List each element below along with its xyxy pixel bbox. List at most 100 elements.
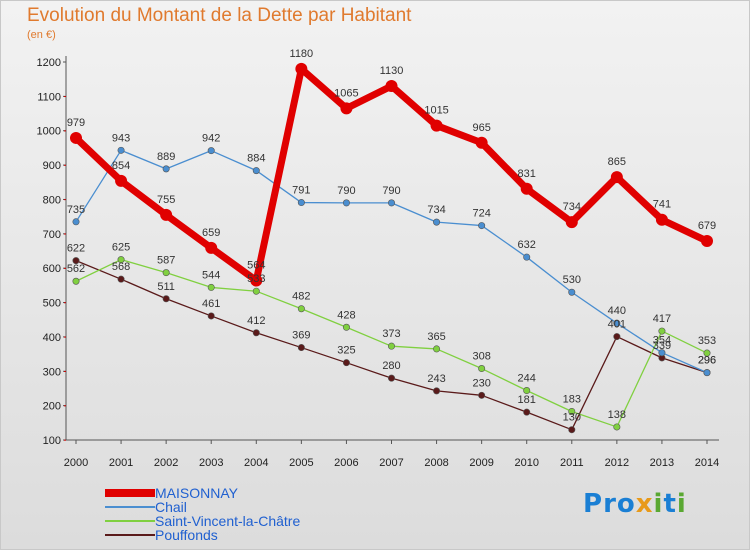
data-point: [387, 342, 395, 350]
data-point: [613, 423, 621, 431]
data-label: 365: [427, 331, 445, 343]
legend-swatch: [105, 506, 155, 508]
data-label: 296: [698, 355, 716, 367]
data-label: 741: [653, 199, 671, 211]
data-point: [252, 287, 260, 295]
legend-item: Pouffonds: [105, 528, 300, 542]
data-label: 659: [202, 227, 220, 239]
data-point: [162, 295, 170, 303]
data-point: [613, 333, 621, 341]
data-point: [565, 216, 578, 229]
legend-label: Saint-Vincent-la-Châtre: [155, 513, 301, 529]
data-label: 1130: [380, 65, 404, 77]
legend-swatch: [105, 534, 155, 536]
x-tick-label: 2007: [379, 457, 403, 469]
x-tick-label: 2002: [154, 457, 178, 469]
data-label: 373: [382, 328, 400, 340]
data-point: [430, 119, 443, 132]
data-label: 428: [337, 309, 355, 321]
data-label: 417: [653, 313, 671, 325]
y-tick-label: 500: [43, 298, 61, 310]
data-label: 965: [472, 122, 490, 134]
y-tick-label: 1200: [37, 57, 61, 69]
data-point: [72, 218, 80, 226]
legend-swatch: [105, 520, 155, 522]
x-tick-label: 2000: [64, 457, 88, 469]
data-point: [117, 256, 125, 264]
legend-swatch: [105, 489, 155, 497]
data-point: [433, 387, 441, 395]
data-label: 587: [157, 255, 175, 267]
proxiti-logo: Proxiti: [583, 489, 687, 519]
data-point: [610, 171, 623, 184]
data-point: [117, 275, 125, 283]
x-tick-label: 2001: [109, 457, 133, 469]
data-label: 401: [608, 319, 626, 331]
data-point: [433, 218, 441, 226]
data-point: [250, 274, 263, 287]
data-point: [297, 199, 305, 207]
data-point: [703, 369, 711, 377]
data-label: 979: [67, 117, 85, 129]
data-point: [162, 269, 170, 277]
legend-item: Chail: [105, 500, 300, 514]
y-tick-label: 700: [43, 229, 61, 241]
data-label: 181: [518, 394, 536, 406]
legend-item: MAISONNAY: [105, 486, 300, 500]
data-label: 943: [112, 132, 130, 144]
data-point: [613, 319, 621, 327]
data-label: 461: [202, 298, 220, 310]
data-label: 482: [292, 291, 310, 303]
data-label: 1180: [290, 48, 314, 60]
unit-label: (en €): [27, 29, 56, 41]
data-label: 369: [292, 330, 310, 342]
data-label: 296: [698, 355, 716, 367]
data-point: [297, 344, 305, 352]
data-label: 544: [202, 269, 220, 281]
data-point: [387, 374, 395, 382]
data-point: [342, 199, 350, 207]
data-label: 243: [427, 373, 445, 385]
data-label: 339: [653, 340, 671, 352]
data-point: [207, 312, 215, 320]
data-point: [568, 407, 576, 415]
data-point: [295, 62, 308, 75]
x-tick-label: 2012: [605, 457, 629, 469]
data-point: [207, 283, 215, 291]
data-label: 679: [698, 220, 716, 232]
data-label: 511: [157, 281, 175, 293]
data-point: [205, 241, 218, 254]
legend-label: Chail: [155, 499, 187, 515]
data-point: [658, 327, 666, 335]
data-point: [523, 408, 531, 416]
data-label: 831: [518, 168, 536, 180]
data-point: [703, 349, 711, 357]
data-label: 568: [112, 261, 130, 273]
data-label: 724: [472, 208, 490, 220]
x-tick-label: 2006: [334, 457, 358, 469]
data-point: [478, 222, 486, 230]
data-label: 889: [157, 151, 175, 163]
data-label: 790: [382, 185, 400, 197]
data-label: 734: [427, 204, 445, 216]
data-point: [568, 288, 576, 296]
data-point: [520, 182, 533, 195]
x-tick-label: 2008: [424, 457, 448, 469]
data-label: 244: [518, 373, 536, 385]
data-label: 1015: [424, 105, 448, 117]
data-label: 230: [472, 377, 490, 389]
data-label: 735: [67, 204, 85, 216]
data-point: [297, 305, 305, 313]
data-label: 865: [608, 156, 626, 168]
legend-item: Saint-Vincent-la-Châtre: [105, 514, 300, 528]
data-point: [252, 329, 260, 337]
y-tick-label: 400: [43, 332, 61, 344]
data-point: [655, 213, 668, 226]
data-point: [115, 174, 128, 187]
data-point: [658, 349, 666, 357]
data-label: 632: [518, 239, 536, 251]
data-label: 564: [247, 260, 265, 272]
y-tick-label: 900: [43, 160, 61, 172]
data-label: 1065: [334, 87, 358, 99]
